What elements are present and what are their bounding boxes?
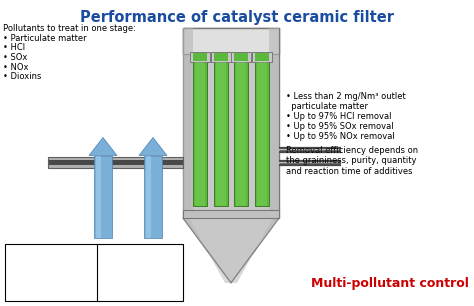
Text: • Up to 95% SOx removal: • Up to 95% SOx removal — [286, 122, 393, 131]
Polygon shape — [89, 137, 117, 155]
Bar — [144, 155, 162, 238]
Bar — [237, 62, 246, 206]
Bar — [48, 156, 183, 167]
Polygon shape — [96, 155, 101, 238]
Bar — [94, 155, 112, 238]
Text: Injection of
ammonia/
urea and
support air: Injection of ammonia/ urea and support a… — [118, 252, 163, 293]
Bar — [183, 210, 279, 218]
Bar — [193, 53, 207, 61]
Text: • HCl: • HCl — [3, 43, 25, 53]
Polygon shape — [231, 218, 279, 283]
Bar — [255, 62, 269, 206]
Bar — [183, 28, 193, 218]
Bar — [216, 62, 226, 206]
Bar — [234, 53, 248, 61]
Bar — [183, 28, 279, 54]
Text: Injection of
alkali
sorbent (lime
or sodium bi-
carbonate): Injection of alkali sorbent (lime or sod… — [24, 247, 78, 298]
Text: Removal efficiency depends on
the graininess, purity, quantity
and reaction time: Removal efficiency depends on the graini… — [286, 146, 418, 176]
Text: Pollutants to treat in one stage:: Pollutants to treat in one stage: — [3, 24, 136, 33]
Bar — [231, 52, 251, 62]
Polygon shape — [146, 155, 151, 238]
Text: • SOx: • SOx — [3, 53, 27, 62]
Bar — [48, 165, 183, 167]
Bar — [183, 28, 279, 218]
Text: • Up to 95% NOx removal: • Up to 95% NOx removal — [286, 132, 395, 141]
Bar — [195, 62, 205, 206]
Bar — [48, 156, 183, 159]
Bar — [257, 62, 267, 206]
Text: • NOx: • NOx — [3, 62, 28, 72]
Bar — [234, 62, 248, 206]
Text: • Dioxins: • Dioxins — [3, 72, 41, 81]
Text: Multi-pollutant control: Multi-pollutant control — [311, 277, 469, 290]
Polygon shape — [183, 218, 231, 283]
Polygon shape — [183, 218, 279, 283]
Bar — [190, 52, 210, 62]
Text: • Less than 2 mg/Nm³ outlet: • Less than 2 mg/Nm³ outlet — [286, 92, 406, 101]
Text: Performance of catalyst ceramic filter: Performance of catalyst ceramic filter — [80, 10, 394, 25]
Bar — [5, 244, 183, 301]
Bar — [48, 159, 183, 165]
Text: particulate matter: particulate matter — [286, 102, 368, 111]
Text: • Up to 97% HCl removal: • Up to 97% HCl removal — [286, 112, 392, 121]
Bar — [252, 52, 272, 62]
Bar — [255, 53, 269, 61]
Bar — [193, 62, 207, 206]
Bar — [214, 53, 228, 61]
Polygon shape — [139, 137, 167, 155]
Text: • Particulate matter: • Particulate matter — [3, 34, 87, 43]
Bar — [214, 62, 228, 206]
Bar — [269, 28, 279, 218]
Bar — [210, 52, 231, 62]
